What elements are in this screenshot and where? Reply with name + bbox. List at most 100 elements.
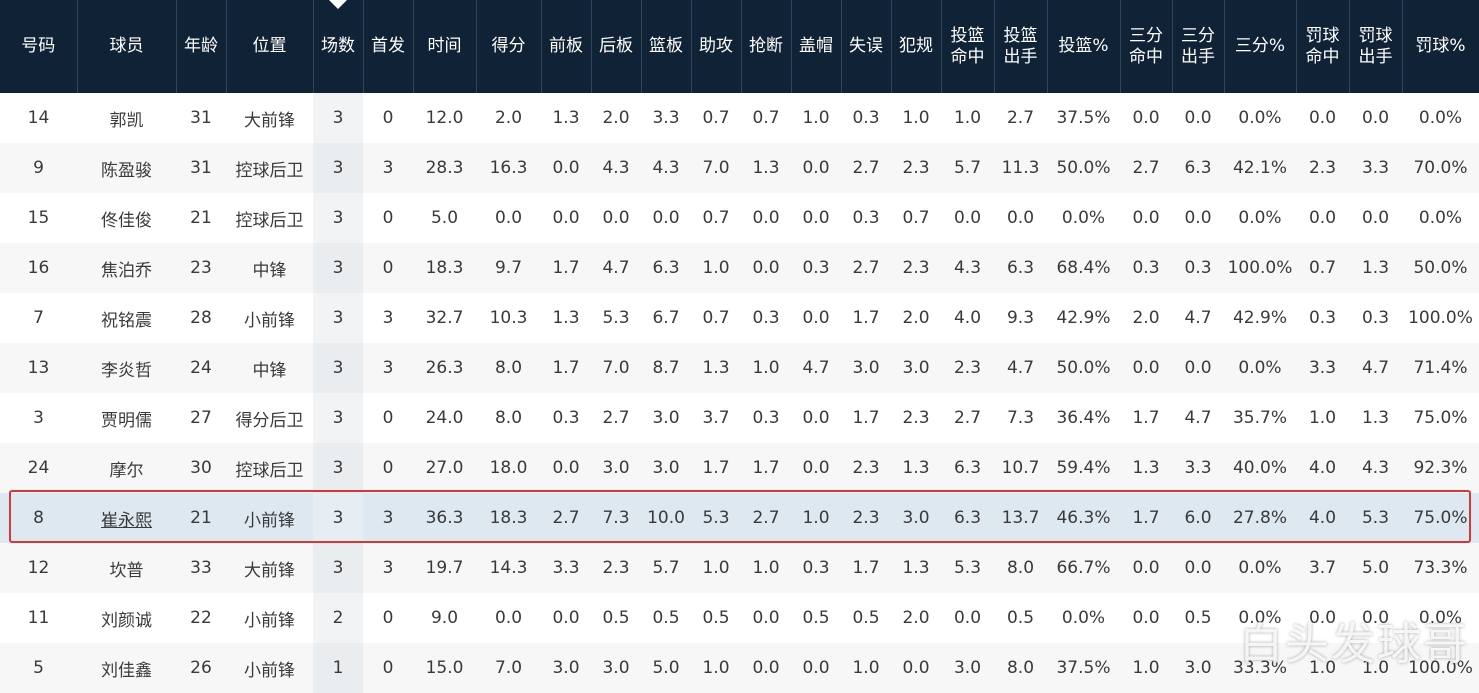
column-header-gs[interactable]: 首发 [363, 0, 414, 93]
cell-fgp: 0.0% [1061, 208, 1106, 228]
column-header-dreb[interactable]: 后板 [591, 0, 642, 93]
cell-dreb: 3.0 [591, 643, 641, 693]
cell-ast: 0.7 [702, 308, 730, 328]
cell-reb: 4.3 [641, 143, 691, 193]
cell-stl: 1.0 [741, 543, 791, 593]
column-header-num[interactable]: 号码 [0, 0, 78, 93]
cell-tpa: 0.0 [1184, 208, 1212, 228]
cell-pos: 得分后卫 [235, 410, 304, 431]
cell-min: 9.0 [430, 608, 459, 628]
cell-num: 15 [27, 208, 50, 228]
column-header-age[interactable]: 年龄 [176, 0, 227, 93]
cell-gp: 3 [313, 343, 363, 393]
cell-ast: 0.7 [702, 108, 730, 128]
cell-pos: 控球后卫 [226, 143, 313, 193]
cell-dreb: 4.3 [591, 143, 641, 193]
cell-tpa: 3.0 [1172, 643, 1224, 693]
cell-ftm: 1.0 [1308, 408, 1337, 428]
column-header-tpm[interactable]: 三分 命中 [1120, 0, 1173, 93]
cell-tov: 2.7 [841, 243, 891, 293]
column-header-name[interactable]: 球员 [77, 0, 177, 93]
cell-ftp: 75.0% [1402, 493, 1479, 543]
cell-tpa: 4.7 [1184, 308, 1212, 328]
column-header-tpa[interactable]: 三分 出手 [1172, 0, 1225, 93]
cell-num: 14 [27, 108, 50, 128]
column-header-ftm[interactable]: 罚球 命中 [1296, 0, 1350, 93]
cell-name: 李炎哲 [77, 343, 176, 393]
cell-fga: 0.5 [1006, 608, 1035, 628]
cell-fga: 0.0 [1006, 208, 1035, 228]
cell-gp: 2 [313, 593, 363, 643]
cell-tpm: 1.7 [1132, 408, 1160, 428]
cell-fgp: 0.0% [1061, 608, 1106, 628]
cell-reb: 3.3 [652, 108, 680, 128]
column-header-fgp[interactable]: 投篮% [1047, 0, 1121, 93]
column-header-pos[interactable]: 位置 [226, 0, 314, 93]
cell-fga: 8.0 [994, 543, 1047, 593]
column-header-stl[interactable]: 抢断 [741, 0, 792, 93]
column-header-tpp[interactable]: 三分% [1224, 0, 1297, 93]
player-name-link[interactable]: 崔永熙 [101, 510, 152, 531]
cell-tpm: 0.0 [1132, 208, 1160, 228]
cell-ast: 0.7 [702, 208, 730, 228]
cell-name: 坎普 [77, 543, 176, 593]
cell-pos: 控球后卫 [226, 443, 313, 493]
cell-blk: 1.0 [791, 493, 841, 543]
column-header-min[interactable]: 时间 [413, 0, 477, 93]
cell-pos: 中锋 [226, 343, 313, 393]
cell-min: 36.3 [413, 493, 476, 543]
table-row: 15 佟佳俊 21 控球后卫 3 0 5.0 0.0 0.0 0.0 0.0 0.7 0.0 0.0 0.3… [0, 193, 1479, 243]
cell-ftm: 0.0 [1308, 608, 1337, 628]
column-header-pf[interactable]: 犯规 [891, 0, 942, 93]
cell-gp: 3 [313, 493, 363, 543]
cell-fga: 11.3 [994, 143, 1047, 193]
cell-ftm: 2.3 [1296, 143, 1349, 193]
cell-tpp: 0.0% [1238, 108, 1282, 128]
cell-gs: 0 [382, 108, 394, 128]
cell-ftp: 100.0% [1402, 643, 1479, 693]
column-header-ast[interactable]: 助攻 [691, 0, 742, 93]
column-header-pts[interactable]: 得分 [476, 0, 542, 93]
cell-reb: 3.0 [652, 408, 680, 428]
cell-tpm: 1.7 [1120, 493, 1172, 543]
table-row: 7 祝铭震 28 小前锋 3 3 32.7 10.3 1.3 5.3 6.7 0.7 0.3 0.0 1.7… [0, 293, 1479, 343]
cell-stl: 0.0 [752, 608, 780, 628]
cell-fgm: 6.3 [941, 493, 994, 543]
cell-blk: 0.0 [802, 408, 830, 428]
cell-num: 3 [33, 408, 44, 428]
cell-gp: 3 [313, 143, 363, 193]
cell-fta: 1.3 [1349, 243, 1402, 293]
cell-gs: 0 [382, 208, 394, 228]
column-header-gp[interactable]: 场数 [313, 0, 364, 93]
cell-age: 21 [176, 493, 226, 543]
cell-gp: 3 [313, 543, 363, 593]
cell-ftm: 3.7 [1296, 543, 1349, 593]
column-header-fta[interactable]: 罚球 出手 [1349, 0, 1403, 93]
cell-pts: 9.7 [476, 243, 541, 293]
cell-fgp: 37.5% [1056, 108, 1111, 128]
column-header-fga[interactable]: 投篮 出手 [994, 0, 1048, 93]
column-header-fgm[interactable]: 投篮 命中 [941, 0, 995, 93]
cell-tpp: 27.8% [1224, 493, 1296, 543]
cell-tpp: 0.0% [1224, 543, 1296, 593]
cell-blk: 0.0 [791, 143, 841, 193]
cell-pts: 2.0 [494, 108, 523, 128]
cell-fgp: 50.0% [1047, 143, 1120, 193]
column-header-blk[interactable]: 盖帽 [791, 0, 842, 93]
column-header-tov[interactable]: 失误 [841, 0, 892, 93]
cell-gs: 0 [363, 643, 413, 693]
cell-oreb: 0.3 [552, 408, 580, 428]
column-header-oreb[interactable]: 前板 [541, 0, 592, 93]
cell-stl: 0.7 [752, 108, 780, 128]
table-row: 3 贾明儒 27 得分后卫 3 0 24.0 8.0 0.3 2.7 3.0 3.7 0.3 0.0 1.7… [0, 393, 1479, 443]
column-header-reb[interactable]: 篮板 [641, 0, 692, 93]
cell-tpp: 0.0% [1224, 343, 1296, 393]
cell-age: 21 [190, 208, 212, 228]
cell-fgm: 1.0 [953, 108, 982, 128]
cell-num: 9 [0, 143, 77, 193]
column-header-ftp[interactable]: 罚球% [1402, 0, 1479, 93]
cell-stl: 0.3 [752, 308, 780, 328]
cell-fgp: 42.9% [1056, 308, 1111, 328]
cell-name: 佟佳俊 [101, 210, 152, 231]
